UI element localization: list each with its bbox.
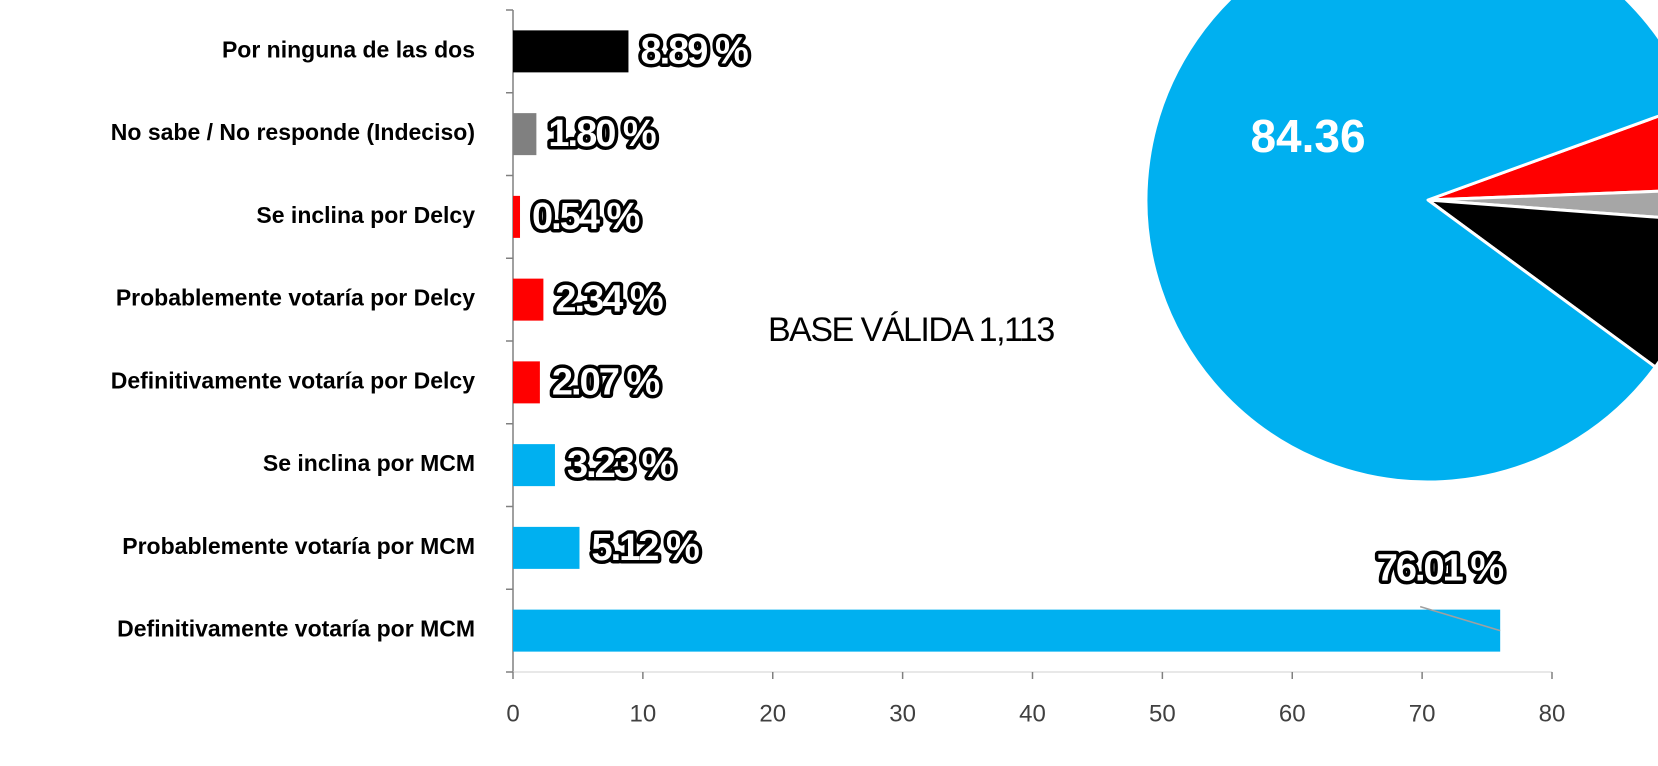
bar	[513, 278, 544, 321]
annotation: BASE VÁLIDA 1,113	[768, 311, 1054, 349]
category-label: Definitivamente votaría por Delcy	[111, 367, 475, 393]
value-label: 76.01 %	[1377, 548, 1504, 590]
bar	[513, 361, 540, 404]
pie-slice	[1426, 114, 1658, 202]
category-label: Se inclina por MCM	[263, 450, 475, 476]
bar	[513, 444, 555, 487]
x-tick-label: 70	[1409, 700, 1436, 727]
pie-slice	[1144, 0, 1658, 484]
category-label: Definitivamente votaría por MCM	[117, 616, 475, 642]
x-tick-label: 10	[630, 700, 657, 727]
x-tick-label: 40	[1019, 700, 1046, 727]
x-tick-label: 0	[506, 700, 519, 727]
value-label: 5.12 %	[591, 527, 699, 569]
leader-line	[1419, 605, 1501, 632]
value-label: 1.80 %	[548, 113, 656, 155]
category-label: No sabe / No responde (Indeciso)	[111, 119, 475, 145]
value-label: 3.23 %	[567, 444, 675, 486]
bar	[513, 195, 521, 238]
bar	[513, 609, 1501, 652]
value-label: 8.89 %	[640, 30, 748, 72]
x-tick-label: 60	[1279, 700, 1306, 727]
bar	[513, 526, 580, 569]
pie-label: 84.36	[1250, 110, 1365, 162]
value-label: 2.34 %	[555, 279, 663, 321]
x-tick-label: 20	[759, 700, 786, 727]
bar	[513, 30, 629, 73]
value-label: 2.07 %	[552, 361, 660, 403]
x-tick-label: 50	[1149, 700, 1176, 727]
category-label: Probablemente votaría por Delcy	[116, 285, 475, 311]
pie-slice	[1426, 189, 1658, 219]
bar	[513, 113, 537, 156]
category-label: Por ninguna de las dos	[222, 36, 475, 62]
category-label: Probablemente votaría por MCM	[122, 533, 475, 559]
value-label: 0.54 %	[532, 196, 640, 238]
x-tick-label: 30	[889, 700, 916, 727]
x-tick-label: 80	[1539, 700, 1566, 727]
category-label: Se inclina por Delcy	[256, 202, 475, 228]
